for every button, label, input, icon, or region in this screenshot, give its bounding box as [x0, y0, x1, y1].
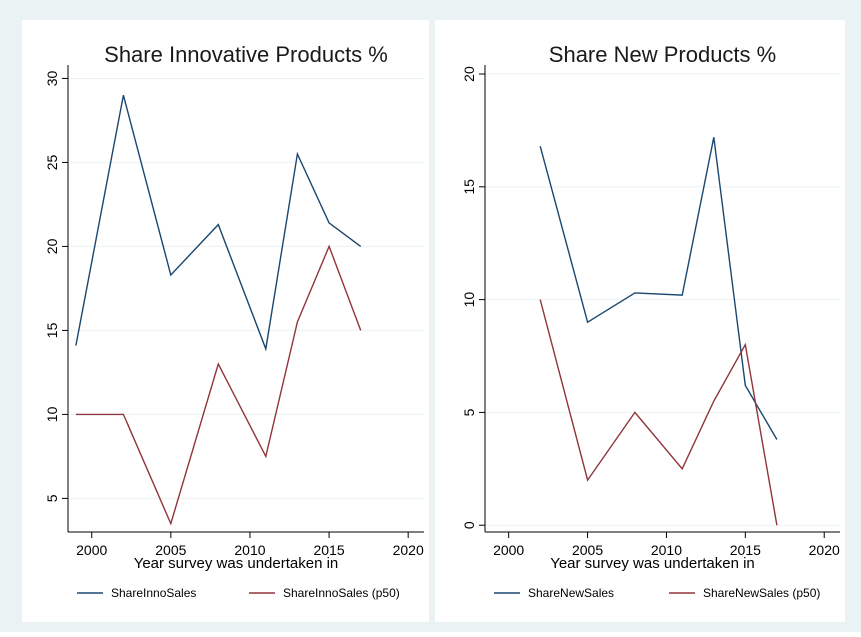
chart-1-series-2-point — [264, 455, 267, 458]
chart-2-x-tick-label: 2005 — [572, 542, 603, 558]
chart-2-series-2-point — [539, 298, 542, 301]
chart-2-series-2-point — [775, 524, 778, 527]
chart-2-x-tick-label: 2015 — [730, 542, 761, 558]
chart-2-title: Share New Products % — [549, 42, 776, 67]
chart-1-series-1-point — [359, 245, 362, 248]
chart-2-series-1-point — [586, 321, 589, 324]
chart-2-series-2-point — [712, 400, 715, 403]
chart-2-series-1-point — [712, 136, 715, 139]
chart-1-series-line-2 — [75, 244, 362, 526]
chart-1-series-line-1 — [75, 95, 362, 352]
chart-2-y-tick-label: 20 — [461, 66, 477, 82]
chart-1-series-2-point — [122, 413, 125, 416]
chart-1-series-1-point — [327, 221, 330, 224]
chart-1-y-tick-label: 25 — [44, 154, 60, 170]
chart-1-series-2-point — [296, 320, 299, 323]
chart-1-legend-label-2: ShareInnoSales (p50) — [283, 586, 400, 600]
chart-1-series-1-point — [169, 273, 172, 276]
chart-1-x-tick-label: 2010 — [234, 542, 265, 558]
chart-1-x-tick-label: 2000 — [76, 542, 107, 558]
chart-2-series-1-point — [681, 294, 684, 297]
chart-2-legend-label-2: ShareNewSales (p50) — [703, 586, 820, 600]
chart-1-y-tick-label: 15 — [44, 322, 60, 338]
chart-1-series-1-point — [264, 347, 267, 350]
chart-1-y-tick-label: 20 — [44, 238, 60, 254]
chart-2-legend-label-1: ShareNewSales — [528, 586, 614, 600]
chart-2-group: 0 5 10 15 20 2000 2005 2010 2015 2020 Share New Pr… — [435, 20, 845, 622]
chart-2-series-2-point — [744, 343, 747, 346]
chart-1-series-2-point — [74, 413, 77, 416]
chart-1-series-2-point — [327, 245, 330, 248]
chart-1-series-1-point — [217, 223, 220, 226]
chart-1-x-tick-label: 2005 — [155, 542, 186, 558]
chart-2-y-tick-label: 15 — [461, 179, 477, 195]
chart-1-x-tick-label: 2015 — [313, 542, 344, 558]
chart-1-title: Share Innovative Products % — [104, 42, 388, 67]
chart-1-series-1-point — [122, 94, 125, 97]
chart-2-x-tick-label: 2000 — [493, 542, 524, 558]
chart-1-y-tick-label: 5 — [44, 494, 60, 502]
chart-2-series-2-point — [681, 467, 684, 470]
chart-1-series-1-point — [74, 344, 77, 347]
chart-1-series-2-point — [169, 522, 172, 525]
chart-2-y-tick-label: 10 — [461, 292, 477, 308]
chart-1-group: 5 10 15 20 25 30 2000 2005 2010 2015 2020 Share Inn… — [22, 20, 429, 622]
chart-2-y-tick-label: 0 — [461, 521, 477, 529]
chart-2-series-2-point — [586, 479, 589, 482]
chart-2-x-tick-label: 2020 — [809, 542, 840, 558]
chart-1-panel — [22, 20, 429, 622]
chart-1-x-axis-label: Year survey was undertaken in — [134, 555, 339, 572]
chart-1-series-2-point — [359, 329, 362, 332]
chart-1-y-tick-label: 30 — [44, 70, 60, 86]
chart-2-series-2-point — [633, 411, 636, 414]
chart-1-series-1-point — [296, 152, 299, 155]
chart-2-series-line-2 — [539, 299, 778, 526]
chart-1-x-tick-label: 2020 — [393, 542, 424, 558]
chart-2-x-tick-label: 2010 — [651, 542, 682, 558]
chart-2-series-1-point — [775, 438, 778, 441]
chart-1-series-2-point — [217, 362, 220, 365]
chart-2-series-1-point — [633, 291, 636, 294]
chart-2-x-axis-label: Year survey was undertaken in — [550, 555, 755, 572]
chart-2-series-line-1 — [539, 137, 778, 440]
chart-2-y-tick-label: 5 — [461, 408, 477, 416]
chart-2-series-1-point — [539, 145, 542, 148]
chart-2-series-1-point — [744, 384, 747, 387]
chart-1-y-tick-label: 10 — [44, 406, 60, 422]
chart-1-legend-label-1: ShareInnoSales — [111, 586, 196, 600]
